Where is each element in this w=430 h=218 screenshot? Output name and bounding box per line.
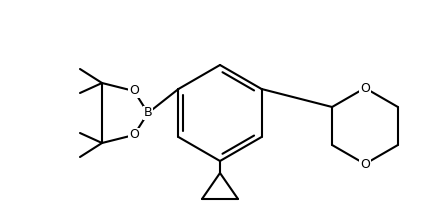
Text: O: O	[129, 128, 139, 141]
Text: O: O	[129, 85, 139, 97]
Text: B: B	[144, 107, 152, 119]
Text: O: O	[360, 157, 370, 170]
Text: O: O	[360, 82, 370, 94]
